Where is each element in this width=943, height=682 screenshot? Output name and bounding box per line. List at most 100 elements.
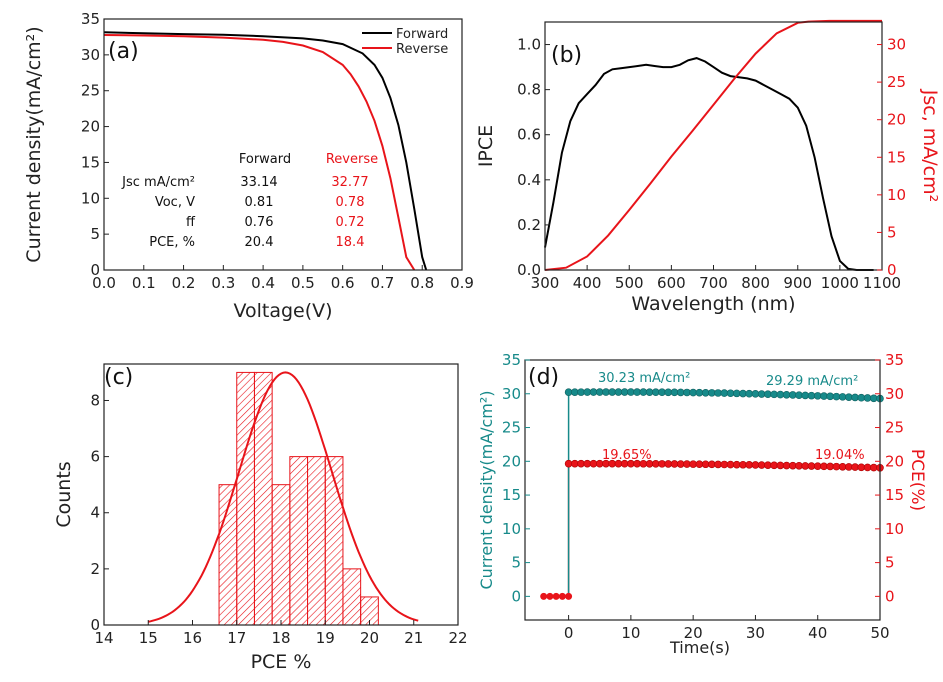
- x-tick-label: 300: [531, 274, 560, 292]
- table-cell-reverse: 18.4: [336, 235, 365, 250]
- y-tick-label: 15: [502, 486, 521, 504]
- x-tick-label: 900: [783, 274, 812, 292]
- table-header-forward: Forward: [239, 152, 291, 167]
- y-tick-label: 0: [90, 616, 100, 634]
- y-axis-label: Current density(mA/cm²): [477, 390, 496, 589]
- y-tick-label: 10: [502, 520, 521, 538]
- y2-tick-label: 25: [887, 73, 906, 91]
- x-axis-label: Wavelength (nm): [631, 293, 795, 315]
- series-line-jsc: [544, 19, 882, 271]
- table-cell-forward: 33.14: [240, 175, 277, 190]
- pce-marker: [558, 592, 566, 600]
- panel-label: (b): [551, 43, 582, 68]
- y-tick-label: 30: [81, 46, 100, 64]
- y-axis-label: Current density(mA/cm²): [23, 26, 45, 262]
- y-tick-label: 25: [502, 419, 521, 437]
- x-tick-label: 0.2: [172, 274, 196, 292]
- y2-tick-label: 15: [887, 148, 906, 166]
- table-row-label: Voc, V: [155, 195, 195, 210]
- y-tick-label: 4: [90, 504, 100, 522]
- panel-a: 0.0 0.1 0.2 0.3 0.4 0.5 0.6 0.7 0.8 0.9 0 5 10 15 20 25…: [23, 10, 474, 322]
- plot-frame: [524, 359, 881, 621]
- y-tick-label: 0.8: [517, 81, 541, 99]
- table-cell-reverse: 32.77: [331, 175, 368, 190]
- x-tick-label: 400: [573, 274, 602, 292]
- y-tick-label: 0.4: [517, 171, 541, 189]
- y-tick-label: 1.0: [517, 36, 541, 54]
- y-tick-label: 6: [90, 448, 100, 466]
- x-tick-label: 1000: [821, 274, 859, 292]
- x-tick-label: 0.7: [371, 274, 395, 292]
- histogram-bar: [307, 456, 326, 626]
- y-tick-label: 35: [81, 10, 100, 28]
- x-tick-label: 0.8: [410, 274, 434, 292]
- y-tick-label: 35: [502, 351, 521, 369]
- panel-c: 14 15 16 17 18 19 20 21 22 0 2 4 6 8 PCE % Counts (c): [53, 363, 468, 673]
- table-cell-forward: 0.81: [245, 195, 274, 210]
- y2-tick-label: 0: [887, 261, 897, 279]
- x-tick-label: 20: [684, 624, 703, 642]
- y2-tick-label: 35: [885, 351, 904, 369]
- x-tick-label: 15: [139, 629, 158, 647]
- x-axis-label: Time(s): [669, 638, 730, 657]
- gaussian-fit-line: [148, 371, 419, 623]
- annotation-current-start: 30.23 mA/cm²: [598, 371, 690, 386]
- x-tick-label: 19: [316, 629, 335, 647]
- y2-tick-label: 5: [885, 554, 895, 572]
- x-tick-label: 0.1: [132, 274, 156, 292]
- y2-tick-label: 15: [885, 486, 904, 504]
- y2-tick-label: 25: [885, 419, 904, 437]
- y-tick-label: 20: [502, 452, 521, 470]
- table-cell-reverse: 0.72: [336, 215, 365, 230]
- table-row-label: ff: [186, 215, 196, 230]
- x-tick-label: 18: [271, 629, 290, 647]
- x-tick-label: 0.3: [211, 274, 235, 292]
- panel-label: (d): [528, 365, 559, 390]
- pce-marker: [540, 592, 548, 600]
- y-tick-label: 0.6: [517, 126, 541, 144]
- x-tick-label: 0.9: [450, 274, 474, 292]
- histogram-bar: [271, 484, 291, 626]
- y-tick-label: 2: [90, 560, 100, 578]
- y-axis-label: IPCE: [475, 125, 497, 167]
- x-tick-label: 10: [621, 624, 640, 642]
- x-tick-label: 800: [741, 274, 770, 292]
- y2-tick-label: 10: [885, 520, 904, 538]
- y2-tick-label: 10: [887, 186, 906, 204]
- x-tick-label: 22: [448, 629, 467, 647]
- x-tick-label: 0.6: [331, 274, 355, 292]
- table-cell-forward: 20.4: [245, 235, 274, 250]
- histogram-bar: [253, 371, 273, 626]
- y2-tick-label: 20: [887, 111, 906, 129]
- x-tick-label: 0.4: [251, 274, 275, 292]
- y-tick-label: 10: [81, 189, 100, 207]
- table-cell-forward: 0.76: [245, 215, 274, 230]
- y-tick-label: 30: [502, 385, 521, 403]
- y-tick-label: 0.2: [517, 216, 541, 234]
- series-line-reverse: [103, 34, 416, 271]
- histogram-bar: [289, 456, 309, 626]
- panel-label: (c): [104, 365, 133, 390]
- y2-axis-label: Jsc, mA/cm²: [919, 89, 941, 203]
- x-axis-label: PCE %: [251, 651, 312, 673]
- y2-tick-label: 5: [887, 223, 897, 241]
- x-tick-label: 50: [870, 624, 889, 642]
- y-tick-label: 0.0: [517, 261, 541, 279]
- table-row-label: Jsc mA/cm²: [121, 175, 195, 190]
- y-tick-label: 0: [511, 587, 521, 605]
- table-row-label: PCE, %: [149, 235, 195, 250]
- table-header-reverse: Reverse: [326, 152, 378, 167]
- y-tick-label: 20: [81, 118, 100, 136]
- annotation-pce-start: 19.65%: [602, 448, 652, 463]
- pce-marker: [565, 592, 573, 600]
- table-cell-reverse: 0.78: [336, 195, 365, 210]
- x-axis-label: Voltage(V): [233, 300, 332, 322]
- x-tick-label: 0: [564, 624, 574, 642]
- x-tick-label: 21: [404, 629, 423, 647]
- x-tick-label: 30: [746, 624, 765, 642]
- plot-frame: [103, 18, 463, 271]
- x-tick-label: 700: [699, 274, 728, 292]
- x-tick-label: 20: [360, 629, 379, 647]
- panel-d: 0 10 20 30 40 50 0 5 10 15 20 25 30 35 0 5 10 15 20 25 30 35 T…: [477, 351, 927, 657]
- panel-b: 300 400 500 600 700 800 900 1000 11000.00.20.40.…: [475, 19, 941, 315]
